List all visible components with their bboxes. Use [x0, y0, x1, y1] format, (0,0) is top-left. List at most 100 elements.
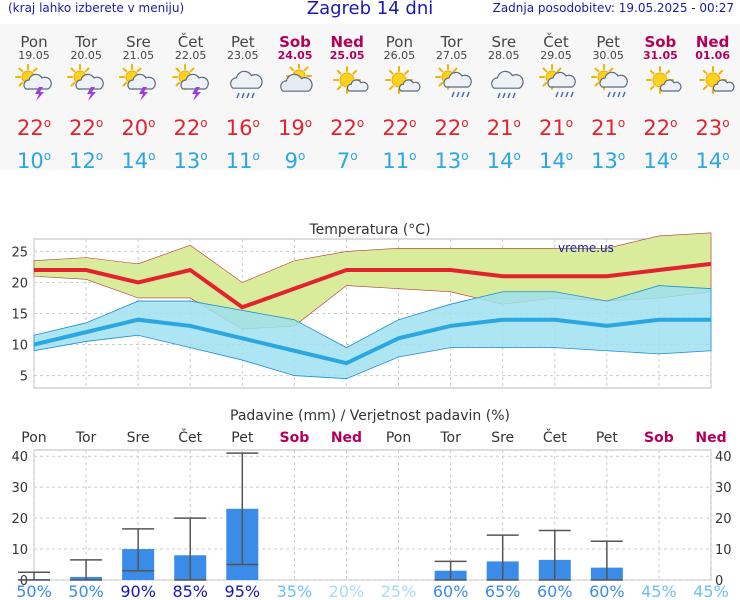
- min-temp-value: 14: [538, 149, 566, 173]
- max-temperature: 22o: [321, 110, 373, 141]
- max-temp-value: 16: [225, 116, 253, 140]
- weather-icon-slot: [165, 64, 217, 104]
- forecast-day: Sre 28.05 21o 14o: [478, 24, 530, 174]
- y-tick-label: 10: [11, 339, 28, 354]
- precipitation-range-whisker: [122, 528, 155, 572]
- sun-cloud-rain-icon: [434, 64, 472, 98]
- day-name: Sre: [491, 33, 517, 51]
- min-temp-value: 14: [643, 149, 671, 173]
- forecast-day: Čet 29.05 21o 14o: [530, 24, 582, 174]
- precipitation-range-whisker: [226, 452, 259, 566]
- day-label: Ned: [331, 430, 362, 446]
- max-temp-value: 23: [695, 116, 723, 140]
- y-tick-label: 15: [11, 308, 28, 323]
- precipitation-range-whisker: [486, 534, 519, 581]
- min-temp-value: 14: [695, 149, 723, 173]
- max-temperature: 22o: [373, 110, 425, 141]
- sun-cloud-rain-icon: [539, 64, 576, 98]
- min-temp-value: 11: [225, 149, 253, 173]
- day-label: Pet: [596, 430, 619, 446]
- max-temperature-line: [34, 261, 712, 310]
- day-date: 19.05: [18, 49, 50, 62]
- min-temp-value: 13: [173, 149, 201, 173]
- min-temperature: 14o: [687, 143, 739, 174]
- max-temperature: 22o: [634, 110, 686, 141]
- day-label: Sob: [644, 430, 674, 446]
- temperature-chart-title: Temperatura (°C): [308, 222, 430, 238]
- location-menu-hint[interactable]: (kraj lahko izberete v meniju): [8, 1, 185, 15]
- degree-sign: o: [43, 149, 52, 163]
- precipitation-probability-label: 85%: [172, 582, 208, 600]
- max-temperature: 21o: [582, 110, 634, 141]
- precipitation-probability-label: 60%: [537, 582, 573, 600]
- day-name: Pon: [20, 33, 48, 51]
- degree-sign: o: [670, 116, 678, 130]
- degree-sign: o: [565, 149, 574, 163]
- sun-small-cloud-icon: [333, 66, 369, 94]
- max-temp-value: 21: [486, 116, 514, 140]
- day-date: 24.05: [277, 49, 313, 62]
- day-name: Sre: [126, 33, 151, 51]
- degree-sign: o: [356, 116, 365, 130]
- degree-sign: o: [461, 116, 469, 130]
- weather-icon-slot: [687, 64, 739, 104]
- min-temperature-range: [33, 285, 712, 380]
- max-temp-value: 20: [121, 116, 149, 140]
- cloud-rain-icon: [229, 70, 263, 99]
- max-temperature: 23o: [687, 110, 739, 141]
- degree-sign: o: [95, 116, 104, 130]
- cloud-rain-icon: [490, 70, 524, 99]
- precipitation-probability-label: 35%: [277, 582, 313, 600]
- forecast-day: Čet 22.05 22o 13o: [165, 24, 217, 174]
- forecast-day: Tor 27.05 22o 13o: [426, 24, 478, 174]
- max-temp-value: 22: [382, 116, 410, 140]
- max-temp-value: 22: [69, 116, 96, 140]
- day-label: Sob: [280, 430, 310, 446]
- forecast-day: Sob 31.05 22o 14o: [634, 24, 686, 174]
- y-tick-label-right: 20: [715, 512, 732, 527]
- day-name: Ned: [330, 33, 364, 51]
- min-temperature: 13o: [165, 143, 217, 174]
- precipitation-range-whisker: [18, 571, 50, 581]
- precipitation-probability-label: 45%: [693, 582, 729, 600]
- y-tick-label-left: 20: [11, 512, 28, 527]
- day-label: Sre: [491, 430, 514, 446]
- weather-icon-slot: [373, 64, 425, 104]
- day-date: 25.05: [329, 49, 365, 62]
- sun-cloud-thunder-icon: [119, 64, 157, 101]
- max-temp-value: 21: [591, 116, 618, 140]
- max-temp-value: 21: [538, 116, 566, 140]
- precipitation-chart-title: Padavine (mm) / Verjetnost padavin (%): [230, 408, 510, 424]
- forecast-day: Pon 19.05 22o 10o: [8, 24, 60, 174]
- y-tick-label-left: 30: [11, 481, 28, 496]
- weather-icon-slot: [112, 64, 164, 104]
- last-updated: Zadnja posodobitev: 19.05.2025 - 00:27: [492, 1, 734, 15]
- sun-cloud-rain-icon: [591, 64, 629, 98]
- y-tick-label: 25: [11, 245, 28, 260]
- weather-icon-slot: [8, 64, 60, 104]
- forecast-day: Sre 21.05 20o 14o: [112, 24, 164, 174]
- degree-sign: o: [565, 116, 574, 130]
- temperature-chart: Temperatura (°C) 5 10 15 20 25 vreme.us: [11, 222, 712, 389]
- min-temp-value: 14: [486, 149, 514, 173]
- day-label: Pon: [386, 430, 411, 446]
- forecast-day: Tor 20.05 22o 12o: [60, 24, 112, 174]
- min-temperature: 10o: [8, 143, 60, 174]
- degree-sign: o: [200, 116, 208, 130]
- day-name: Pet: [230, 33, 255, 51]
- max-temperature: 20o: [112, 110, 164, 141]
- degree-sign: o: [304, 116, 313, 130]
- weather-icon-slot: [217, 64, 269, 104]
- precipitation-range-whisker: [590, 540, 623, 581]
- max-temperature: 22o: [165, 110, 217, 141]
- min-temperature: 14o: [530, 143, 582, 174]
- min-temp-value: 12: [69, 149, 96, 173]
- max-temperature: 21o: [478, 110, 530, 141]
- watermark: vreme.us: [558, 241, 614, 255]
- day-date: 21.05: [122, 49, 155, 62]
- day-date: 28.05: [488, 49, 520, 62]
- day-date: 27.05: [435, 49, 468, 62]
- degree-sign: o: [252, 149, 260, 163]
- degree-sign: o: [722, 116, 730, 130]
- min-temperature: 7o: [321, 143, 373, 174]
